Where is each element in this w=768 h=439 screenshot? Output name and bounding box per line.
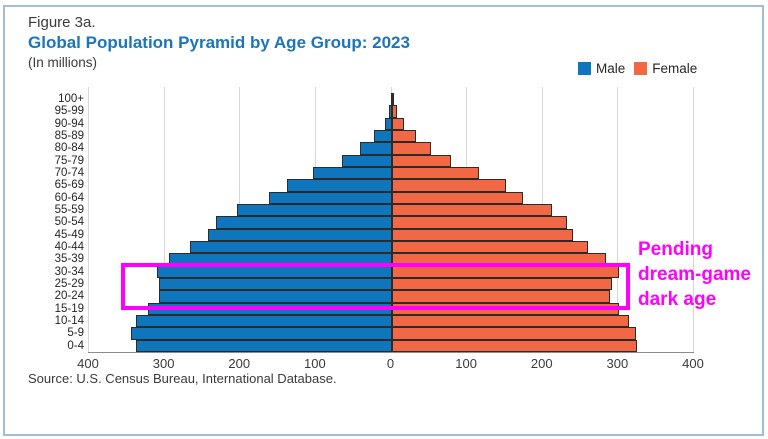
female-bar [392,154,452,167]
female-bar [392,204,552,217]
age-group-label: 60-64 [54,191,84,204]
male-bar [208,228,392,241]
figure-label: Figure 3a. [28,14,96,31]
female-bar [392,105,397,118]
age-group-label: 75-79 [54,154,84,167]
female-bar [392,228,573,241]
female-bar [392,179,506,192]
male-bar [388,105,392,118]
age-group-label: 30-34 [54,265,84,278]
x-axis-tick-label: 200 [228,356,251,371]
age-group-label: 5-9 [67,327,84,340]
female-bar [392,191,523,204]
legend-female-label: Female [652,61,698,76]
chart-title: Global Population Pyramid by Age Group: … [28,33,410,52]
gridline [617,87,619,352]
female-bar [392,142,432,155]
male-color-swatch-icon [578,62,591,75]
female-bar [392,117,405,130]
age-group-label: 80-84 [54,142,84,155]
male-bar [236,204,392,217]
gridline [163,87,165,352]
x-axis-line [88,352,694,353]
x-axis-tick-label: 0 [386,356,395,371]
female-bar [392,167,479,180]
male-bar [158,290,392,303]
age-group-label: 25-29 [54,278,84,290]
male-bar [286,179,392,192]
male-bar [342,154,392,167]
male-bar [385,117,392,130]
male-bar [159,278,392,291]
age-group-label: 45-49 [54,228,84,241]
age-group-label: 70-74 [54,167,84,179]
female-color-swatch-icon [634,62,648,75]
annotation-box [121,262,630,310]
age-group-label: 20-24 [54,290,84,303]
gridline [693,87,694,352]
female-bar [392,327,636,340]
age-group-label: 65-69 [54,179,84,192]
female-bar [392,241,588,254]
x-axis-tick-label: 100 [304,356,326,371]
x-axis-tick-label: 200 [530,356,553,371]
female-bar [392,130,417,143]
x-axis-tick-label: 300 [606,356,629,371]
male-bar [136,339,392,352]
legend: Male Female [578,61,697,76]
male-bar [136,315,392,328]
age-group-label: 100+ [58,93,84,105]
male-bar [312,167,392,180]
gridline [88,87,89,352]
age-group-label: 95-99 [54,105,84,118]
age-group-label: 55-59 [54,204,84,216]
age-group-label: 90-94 [54,117,84,130]
male-bar [190,241,392,254]
source-text: Source: U.S. Census Bureau, Internationa… [28,371,337,386]
age-group-label: 10-14 [54,315,84,327]
female-bar [392,216,567,229]
age-group-label: 50-54 [54,216,84,229]
female-bar [392,315,630,328]
annotation-line-1: Pending [638,239,713,260]
x-axis-tick-label: 400 [682,356,704,371]
female-bar [392,290,611,303]
legend-item-female: Female [634,61,697,76]
age-group-label: 35-39 [54,253,84,266]
male-bar [360,142,392,155]
age-group-label: 85-89 [54,130,84,142]
male-bar [373,130,392,143]
x-axis-tick-label: 400 [77,356,99,371]
x-axis-tick-label: 100 [455,356,477,371]
female-bar [392,339,637,352]
female-bar [392,278,613,291]
annotation-line-2: dream-game [638,264,751,285]
age-group-label: 0-4 [67,339,84,352]
legend-item-male: Male [578,61,625,76]
x-axis-tick-label: 300 [152,356,175,371]
male-bar [268,191,392,204]
chart-subtitle: (In millions) [28,55,98,70]
male-bar [215,216,392,229]
age-group-label: 15-19 [54,302,84,315]
male-bar [130,327,392,340]
annotation-text: Pending dream-game dark age [638,237,768,312]
female-bar [392,93,394,106]
age-group-label: 40-44 [54,241,84,253]
annotation-line-3: dark age [638,289,717,310]
legend-male-label: Male [596,61,626,76]
